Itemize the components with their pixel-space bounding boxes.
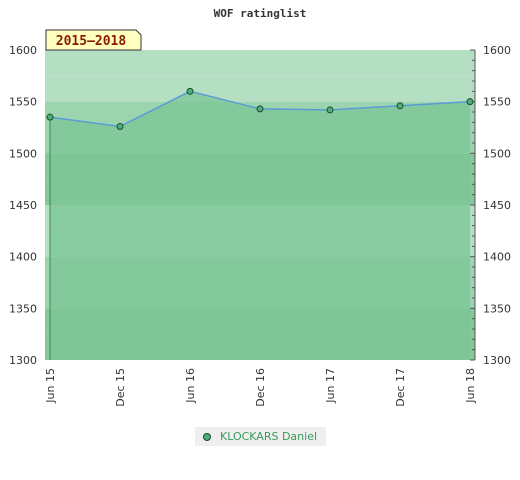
grid-band xyxy=(45,50,475,76)
x-tick-label: Dec 17 xyxy=(394,368,407,407)
y-tick-label-right: 1300 xyxy=(483,354,511,367)
data-point xyxy=(326,106,334,114)
y-tick-label-right: 1350 xyxy=(483,302,511,315)
x-tick-label: Dec 16 xyxy=(254,368,267,407)
y-axis-right: 1300 1350 1400 1450 1500 1550 1600 xyxy=(470,44,511,367)
data-point xyxy=(256,105,264,113)
data-markers xyxy=(46,87,474,130)
legend-label: KLOCKARS Daniel xyxy=(220,430,318,443)
data-point xyxy=(116,122,124,130)
grid-band xyxy=(45,75,475,102)
y-tick-label-right: 1450 xyxy=(483,199,511,212)
x-axis: Jun 15 Dec 15 Jun 16 Dec 16 Jun 17 Dec 17 Jun … xyxy=(44,368,477,407)
period-badge-text: 2015–2018 xyxy=(56,34,127,49)
area-layer xyxy=(49,90,471,360)
x-tick-label: Dec 15 xyxy=(114,368,127,407)
x-tick-label: Jun 15 xyxy=(44,368,57,404)
legend-marker-icon xyxy=(203,432,211,441)
chart-title: WOF ratinglist xyxy=(214,7,307,20)
y-tick-label-left: 1400 xyxy=(9,251,37,264)
data-point xyxy=(466,98,474,106)
y-tick-label-left: 1450 xyxy=(9,199,37,212)
y-tick-label-left: 1550 xyxy=(9,96,37,109)
legend: KLOCKARS Daniel xyxy=(195,427,326,446)
y-axis-left: 1300 1350 1400 1450 1500 1550 1600 xyxy=(9,44,37,367)
period-badge: 2015–2018 xyxy=(45,29,142,51)
data-point xyxy=(186,87,194,95)
x-tick-label: Jun 17 xyxy=(324,368,337,404)
y-tick-label-right: 1600 xyxy=(483,44,511,57)
y-tick-label-right: 1550 xyxy=(483,96,511,109)
data-point xyxy=(46,113,54,121)
y-tick-label-right: 1500 xyxy=(483,147,511,160)
y-tick-label-left: 1300 xyxy=(9,354,37,367)
y-tick-label-right: 1400 xyxy=(483,251,511,264)
data-point xyxy=(396,102,404,110)
x-tick-label: Jun 18 xyxy=(464,368,477,404)
x-tick-label: Jun 16 xyxy=(184,368,197,404)
y-tick-label-left: 1600 xyxy=(9,44,37,57)
y-tick-label-left: 1500 xyxy=(9,147,37,160)
series-area xyxy=(50,91,470,360)
y-tick-label-left: 1350 xyxy=(9,302,37,315)
